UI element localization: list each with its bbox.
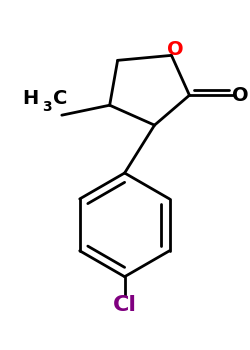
Text: Cl: Cl [112,295,136,315]
Text: O: O [167,40,184,59]
Text: H: H [22,89,38,108]
Text: C: C [53,89,67,108]
Text: 3: 3 [42,100,52,114]
Text: O: O [232,86,248,105]
